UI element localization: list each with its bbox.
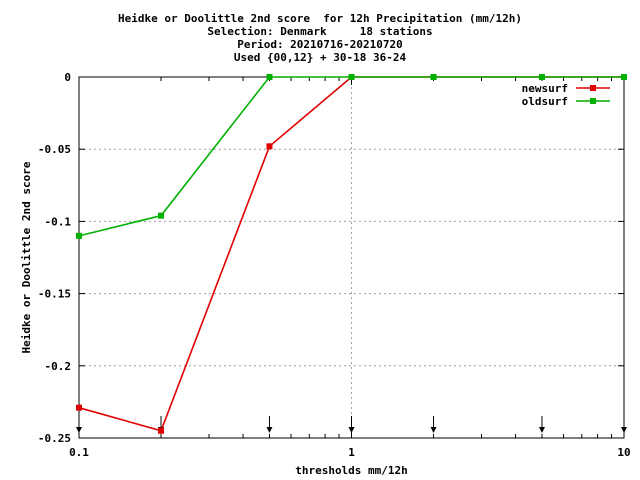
y-tick-label: -0.15	[38, 288, 71, 301]
x-tick-label: 10	[617, 446, 630, 459]
x-axis-label: thresholds mm/12h	[295, 464, 408, 477]
data-point-newsurf	[76, 404, 82, 411]
y-tick-label: -0.2	[45, 360, 72, 373]
x-tick-label: 0.1	[69, 446, 89, 459]
threshold-arrow-head	[538, 427, 545, 433]
chart-title-line-1: Heidke or Doolittle 2nd score for 12h Pr…	[118, 12, 522, 25]
chart-title-line-2: Selection: Denmark 18 stations	[207, 25, 433, 38]
legend-label-oldsurf: oldsurf	[522, 95, 568, 108]
x-tick-label: 1	[348, 446, 355, 459]
ticks: 0 -0.05 -0.1 -0.15 -0.2 -0.250.1 1 10	[38, 71, 631, 459]
chart-title-line-3: Period: 20210716-20210720	[237, 38, 403, 51]
y-tick-label: -0.05	[38, 143, 71, 156]
data-point-oldsurf	[348, 74, 355, 80]
y-tick-label: -0.1	[45, 215, 72, 228]
threshold-arrow-head	[430, 427, 437, 433]
legend-marker-newsurf	[590, 85, 596, 91]
data-point-newsurf	[266, 143, 273, 150]
grid	[79, 77, 624, 438]
data-point-oldsurf	[430, 74, 437, 80]
threshold-arrow-head	[621, 427, 627, 433]
y-tick-label: 0	[64, 71, 71, 84]
series-group	[76, 74, 627, 434]
data-point-oldsurf	[538, 74, 545, 80]
threshold-arrow-head	[348, 427, 355, 433]
chart-title-line-4: Used {00,12} + 30-18 36-24	[233, 51, 407, 64]
data-point-oldsurf	[158, 212, 165, 219]
legend-label-newsurf: newsurf	[522, 82, 568, 95]
y-axis-label: Heidke or Doolittle 2nd score	[20, 161, 33, 353]
data-point-oldsurf	[621, 74, 627, 80]
data-point-newsurf	[158, 427, 165, 434]
data-point-oldsurf	[76, 232, 82, 239]
threshold-arrow-head	[76, 427, 82, 433]
threshold-arrow-head	[266, 427, 273, 433]
y-tick-label: -0.25	[38, 432, 71, 445]
legend-marker-oldsurf	[590, 98, 596, 104]
data-point-oldsurf	[266, 74, 273, 80]
